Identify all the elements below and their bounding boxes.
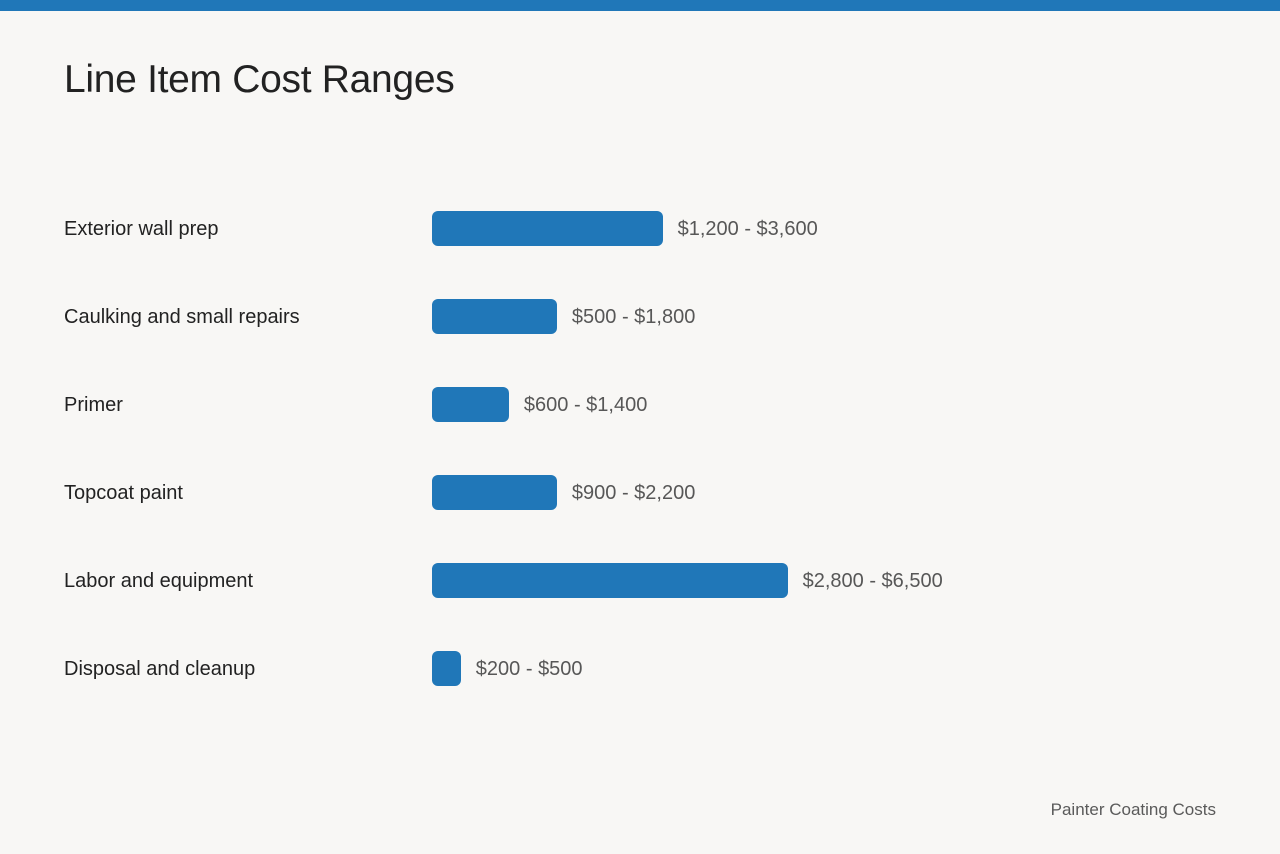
bar-row: Caulking and small repairs $500 - $1,800 bbox=[0, 299, 1280, 335]
range-bar bbox=[432, 563, 788, 598]
category-label: Topcoat paint bbox=[64, 482, 183, 504]
range-bar bbox=[432, 475, 557, 510]
category-label: Labor and equipment bbox=[64, 570, 254, 592]
bar-row: Exterior wall prep $1,200 - $3,600 bbox=[0, 211, 1280, 247]
range-value-label: $2,800 - $6,500 bbox=[802, 570, 943, 592]
bar-row: Labor and equipment $2,800 - $6,500 bbox=[0, 563, 1280, 599]
range-bar bbox=[432, 211, 663, 246]
category-label: Disposal and cleanup bbox=[64, 658, 256, 680]
range-value-label: $1,200 - $3,600 bbox=[677, 218, 818, 240]
category-label: Exterior wall prep bbox=[64, 218, 219, 240]
bar-row: Primer $600 - $1,400 bbox=[0, 387, 1280, 423]
range-value-label: $900 - $2,200 bbox=[571, 482, 696, 504]
range-bar bbox=[432, 651, 461, 686]
top-accent-stripe bbox=[0, 0, 1280, 11]
range-value-label: $600 - $1,400 bbox=[523, 394, 648, 416]
range-value-label: $500 - $1,800 bbox=[571, 306, 696, 328]
bar-row: Disposal and cleanup $200 - $500 bbox=[0, 651, 1280, 687]
bar-row: Topcoat paint $900 - $2,200 bbox=[0, 475, 1280, 511]
range-bar bbox=[432, 299, 557, 334]
chart-title: Line Item Cost Ranges bbox=[64, 58, 455, 101]
range-bar bbox=[432, 387, 509, 422]
range-value-label: $200 - $500 bbox=[475, 658, 583, 680]
source-note: Painter Coating Costs bbox=[1050, 800, 1216, 819]
category-label: Primer bbox=[64, 394, 123, 416]
category-label: Caulking and small repairs bbox=[64, 306, 300, 328]
